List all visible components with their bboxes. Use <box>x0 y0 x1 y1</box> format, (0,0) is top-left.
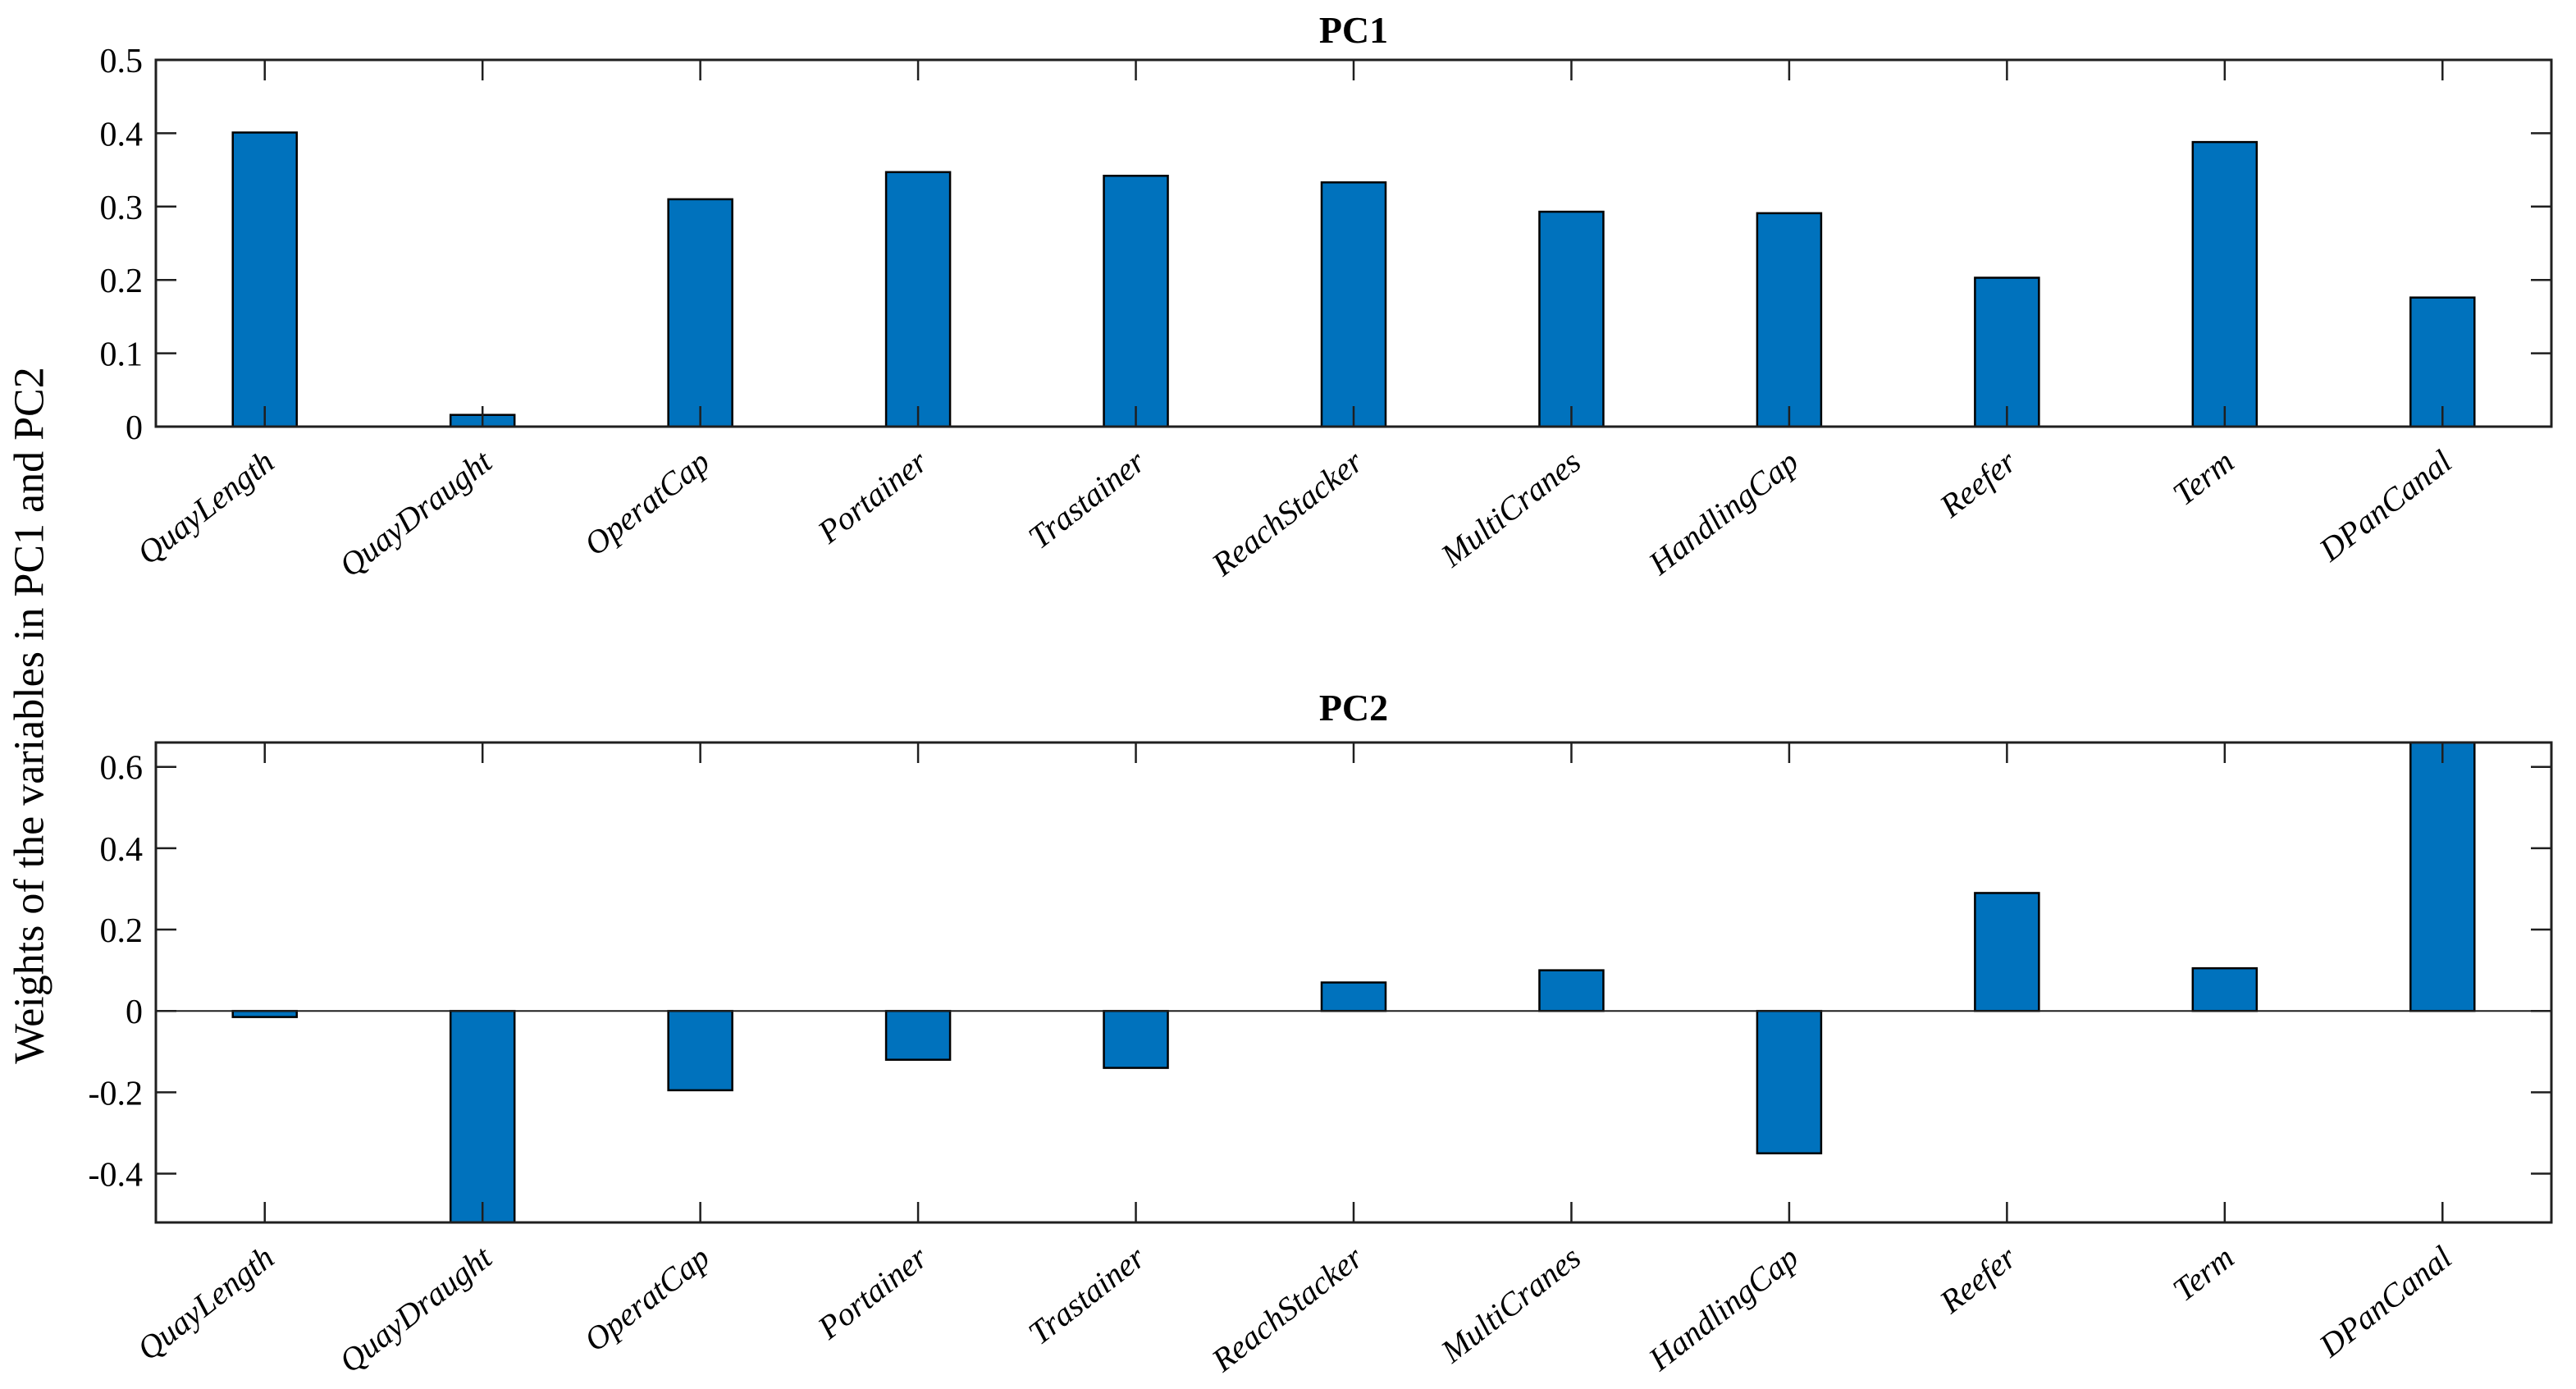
bar-Trastainer <box>1103 175 1169 428</box>
bar-ReachStacker <box>1320 181 1387 428</box>
bar-Portainer <box>884 171 952 428</box>
x-tick-label-Portainer: Portainer <box>811 442 934 551</box>
y-tick-label: 0.2 <box>100 912 144 950</box>
y-tick-label: 0.6 <box>100 750 144 788</box>
bar-QuayLength <box>231 131 298 428</box>
bar-Term <box>2191 140 2259 428</box>
y-tick-label: 0.5 <box>100 43 144 80</box>
x-tick-label-OperatCap: OperatCap <box>578 1239 717 1359</box>
x-tick-label-Trastainer: Trastainer <box>1021 1238 1152 1351</box>
bar-Portainer <box>884 1009 952 1061</box>
x-tick-label-ReachStacker: ReachStacker <box>1204 1238 1370 1379</box>
bar-HandlingCap <box>1756 1009 1823 1154</box>
bar-OperatCap <box>667 198 733 428</box>
x-tick-label-Reefer: Reefer <box>1932 442 2023 525</box>
x-tick-label-Trastainer: Trastainer <box>1021 442 1152 555</box>
chart-pc1: QuayLength QuayDraught OperatCap Portainer T… <box>100 9 2553 584</box>
bar-HandlingCap <box>1756 212 1823 428</box>
y-tick-label: 0 <box>126 409 143 447</box>
x-tick-label-HandlingCap: HandlingCap <box>1641 1239 1805 1378</box>
y-axis-label: Weights of the variables in PC1 and PC2 <box>6 367 53 1064</box>
bar-DPanCanal <box>2409 741 2476 1012</box>
x-tick-label-Reefer: Reefer <box>1932 1238 2023 1321</box>
x-tick-label-QuayDraught: QuayDraught <box>332 442 500 584</box>
chart-pc2: QuayLength QuayDraught OperatCap Portainer T… <box>89 687 2553 1380</box>
x-tick-label-Portainer: Portainer <box>811 1238 934 1346</box>
x-tick-label-DPanCanal: DPanCanal <box>2312 443 2459 569</box>
y-tick-label: -0.4 <box>89 1157 144 1195</box>
y-tick-label: 0 <box>126 994 143 1031</box>
bar-Reefer <box>1974 276 2040 428</box>
bar-MultiCranes <box>1538 210 1605 428</box>
x-tick-label-QuayDraught: QuayDraught <box>332 1238 500 1380</box>
y-tick-label: 0.1 <box>100 336 144 374</box>
bar-ReachStacker <box>1320 981 1387 1012</box>
x-tick-label-HandlingCap: HandlingCap <box>1641 443 1805 583</box>
bar-QuayDraught <box>449 1009 516 1224</box>
bar-OperatCap <box>667 1009 733 1092</box>
chart-title-pc2: PC2 <box>1319 687 1388 729</box>
x-tick-label-MultiCranes: MultiCranes <box>1433 443 1587 575</box>
y-tick-label: 0.3 <box>100 190 144 227</box>
y-tick-label: 0.4 <box>100 831 144 869</box>
y-tick-label: 0.4 <box>100 116 144 153</box>
bar-MultiCranes <box>1538 969 1605 1012</box>
x-tick-label-Term: Term <box>2166 443 2240 513</box>
y-tick-label: -0.2 <box>89 1075 144 1113</box>
x-tick-label-ReachStacker: ReachStacker <box>1204 442 1370 583</box>
bar-Reefer <box>1974 892 2040 1012</box>
x-tick-label-Term: Term <box>2166 1239 2240 1309</box>
bar-Trastainer <box>1103 1009 1169 1069</box>
x-tick-label-MultiCranes: MultiCranes <box>1433 1239 1587 1371</box>
bar-DPanCanal <box>2409 296 2476 428</box>
x-tick-label-QuayLength: QuayLength <box>130 443 281 572</box>
x-tick-label-OperatCap: OperatCap <box>578 443 717 563</box>
chart-title-pc1: PC1 <box>1319 9 1388 51</box>
x-tick-label-QuayLength: QuayLength <box>130 1239 281 1368</box>
x-tick-label-DPanCanal: DPanCanal <box>2312 1239 2459 1365</box>
bar-Term <box>2191 966 2259 1012</box>
bar-QuayLength <box>231 1009 298 1018</box>
y-tick-label: 0.2 <box>100 263 144 300</box>
